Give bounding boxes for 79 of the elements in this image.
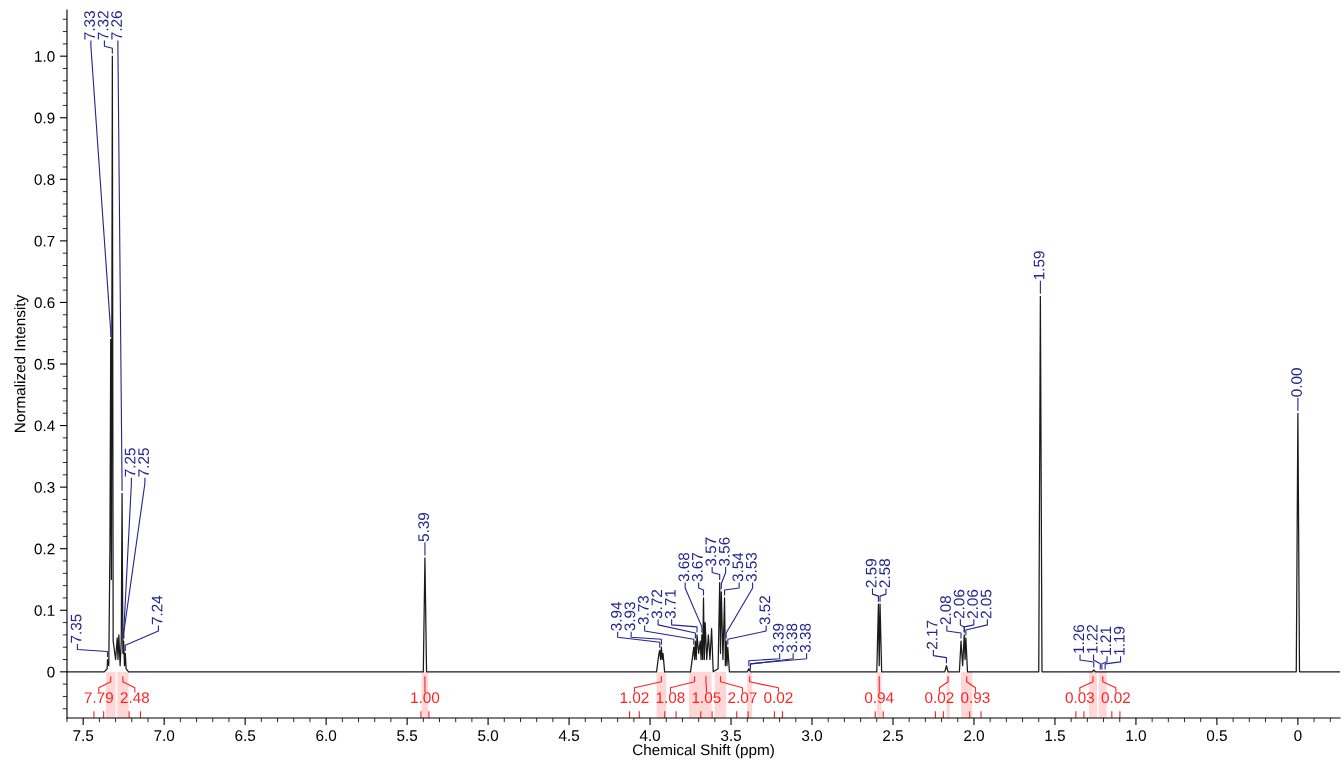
annotation: 2.59 (865, 559, 877, 588)
annotation: 3.38 (786, 623, 798, 653)
annotation: 7.24 (151, 595, 163, 625)
y-axis-title: Normalized Intensity (14, 294, 29, 432)
annotation: 1.59 (1033, 251, 1045, 280)
x-tick-label: 2.5 (883, 730, 903, 742)
annotation: 7.25 (138, 448, 149, 477)
annotation: 1.21 (1100, 626, 1111, 655)
annotation: 5.39 (418, 512, 430, 542)
y-tick-label: 1.0 (35, 51, 55, 62)
annotation: 2.06 (967, 589, 978, 619)
y-tick-label: 0.3 (34, 482, 55, 493)
annotation: 3.57 (705, 537, 717, 566)
annotation: 2.05 (980, 589, 992, 619)
band-label: 7.79 (84, 692, 113, 704)
y-tick-label: 0.8 (34, 174, 55, 185)
band-label: 0.02 (1101, 692, 1130, 704)
annotation: 2.08 (940, 595, 951, 625)
y-tick-label: 0.5 (34, 358, 55, 370)
y-tick-label: 0 (47, 666, 55, 678)
annotation: 2.58 (879, 559, 891, 588)
band-label: 1.00 (411, 692, 440, 704)
x-tick-label: 0 (1294, 730, 1302, 742)
x-tick-label: 6.5 (235, 730, 256, 742)
annotation: 2.17 (926, 620, 938, 649)
annotation: 3.67 (691, 552, 703, 582)
x-tick-label: 7.5 (73, 730, 94, 742)
band-label: 1.08 (656, 692, 685, 704)
y-tick-label: 0.4 (34, 420, 55, 432)
annotation: 3.38 (799, 623, 811, 653)
annotation: 3.52 (759, 596, 771, 625)
annotation: 3.93 (624, 602, 636, 631)
x-tick-label: 4.0 (639, 730, 661, 742)
annotation: 2.06 (953, 589, 965, 619)
annotation: 3.68 (678, 552, 690, 582)
band-label: 0.03 (1065, 692, 1095, 704)
band-label: 0.93 (961, 692, 990, 704)
annotation: 0.00 (1291, 368, 1302, 397)
band-label: 0.02 (925, 692, 954, 704)
y-tick-label: 0.1 (34, 605, 55, 616)
annotation: 7.32 (97, 11, 109, 40)
annotation: 7.35 (70, 614, 82, 643)
annotation: 3.53 (745, 552, 757, 582)
band-label: 0.94 (864, 692, 894, 704)
band-label: 0.02 (764, 692, 793, 704)
x-tick-label: 5.5 (397, 730, 418, 742)
line-series (67, 55, 1340, 673)
x-tick-label: 1.0 (1126, 730, 1146, 742)
annotation: 3.39 (772, 623, 784, 653)
annotation: 7.25 (124, 448, 136, 477)
x-tick-label: 3.5 (721, 730, 742, 742)
annotation: 3.56 (718, 537, 730, 566)
annotation: 1.22 (1086, 625, 1098, 653)
x-axis-title: Chemical Shift (ppm) (632, 744, 774, 759)
y-tick-label: 0.6 (34, 297, 55, 309)
band-label: 2.07 (728, 692, 757, 704)
annotation: 1.26 (1073, 624, 1085, 653)
x-tick-label: 4.5 (558, 730, 580, 742)
band-label: 2.48 (120, 692, 150, 704)
y-tick-label: 0.9 (34, 112, 55, 124)
annotation: 7.33 (84, 11, 95, 40)
x-tick-label: 6.0 (316, 730, 337, 742)
x-tick-label: 1.5 (1045, 730, 1065, 742)
y-tick-label: 0.2 (34, 543, 55, 555)
annotation: 3.73 (637, 595, 649, 625)
x-tick-label: 0.5 (1206, 730, 1227, 742)
y-tick-label: 0.7 (34, 235, 55, 247)
annotation: 7.26 (111, 11, 122, 40)
annotation: 1.19 (1113, 626, 1125, 655)
annotation: 3.54 (732, 552, 744, 582)
band-label: 1.02 (620, 692, 649, 704)
x-tick-label: 7.0 (154, 730, 175, 742)
x-tick-label: 5.0 (478, 730, 499, 742)
band-label: 1.05 (692, 692, 721, 704)
x-tick-label: 3.0 (801, 730, 823, 742)
annotation: 3.71 (664, 589, 676, 619)
annotation: 3.94 (610, 601, 622, 631)
x-tick-label: 2.0 (964, 730, 984, 742)
annotation: 3.72 (651, 589, 663, 619)
